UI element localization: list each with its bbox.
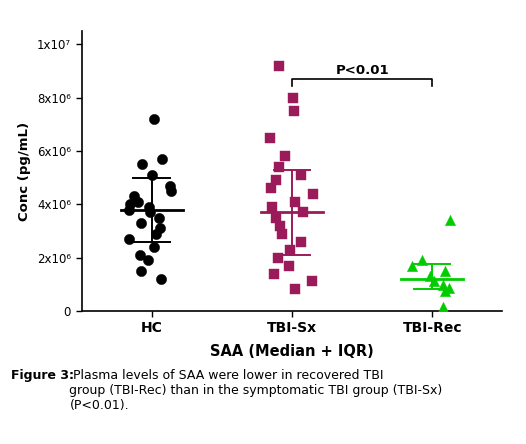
Point [134,198,142,205]
Point [125,235,133,242]
Point [271,214,280,221]
Point [439,282,447,289]
Point [150,243,159,250]
Point [137,161,146,168]
Point [272,177,280,184]
Point [297,238,306,245]
Point [268,203,276,210]
Point [157,275,165,282]
Point [136,251,145,258]
Point [276,222,284,229]
Point [126,201,135,208]
Text: Plasma levels of SAA were lower in recovered TBI
group (TBI-Rec) than in the sym: Plasma levels of SAA were lower in recov… [69,369,443,412]
Point [266,134,275,141]
Point [291,286,299,293]
Point [308,278,316,285]
Point [441,267,449,274]
Text: Figure 3:: Figure 3: [11,369,74,381]
Point [137,267,146,274]
Point [144,257,152,264]
Point [290,107,299,115]
Point [281,153,289,160]
Point [166,187,175,194]
Point [444,285,453,292]
Point [408,262,416,269]
Point [152,230,160,237]
Point [157,155,166,163]
Point [137,219,145,226]
Point [270,270,278,277]
Point [441,287,449,294]
Point [166,182,175,189]
Point [278,230,286,237]
Point [430,278,439,285]
Text: P<0.01: P<0.01 [335,64,389,77]
Point [148,171,156,178]
Point [125,206,134,213]
Point [145,209,154,216]
Point [298,209,307,216]
Point [439,303,448,310]
Point [275,163,283,170]
Point [150,115,158,123]
Point [286,246,295,253]
Point [275,62,283,69]
Point [274,254,282,261]
Point [297,171,305,178]
Point [426,273,434,280]
Point [267,185,276,192]
Point [285,262,294,269]
Point [446,217,454,224]
Point [309,190,317,197]
Point [156,225,164,232]
Point [418,257,426,264]
Y-axis label: Conc (pg/mL): Conc (pg/mL) [18,121,32,221]
Point [155,214,163,221]
Point [145,203,153,210]
X-axis label: SAA (Median + IQR): SAA (Median + IQR) [210,344,374,359]
Point [129,193,138,200]
Point [291,198,299,205]
Point [289,94,297,101]
